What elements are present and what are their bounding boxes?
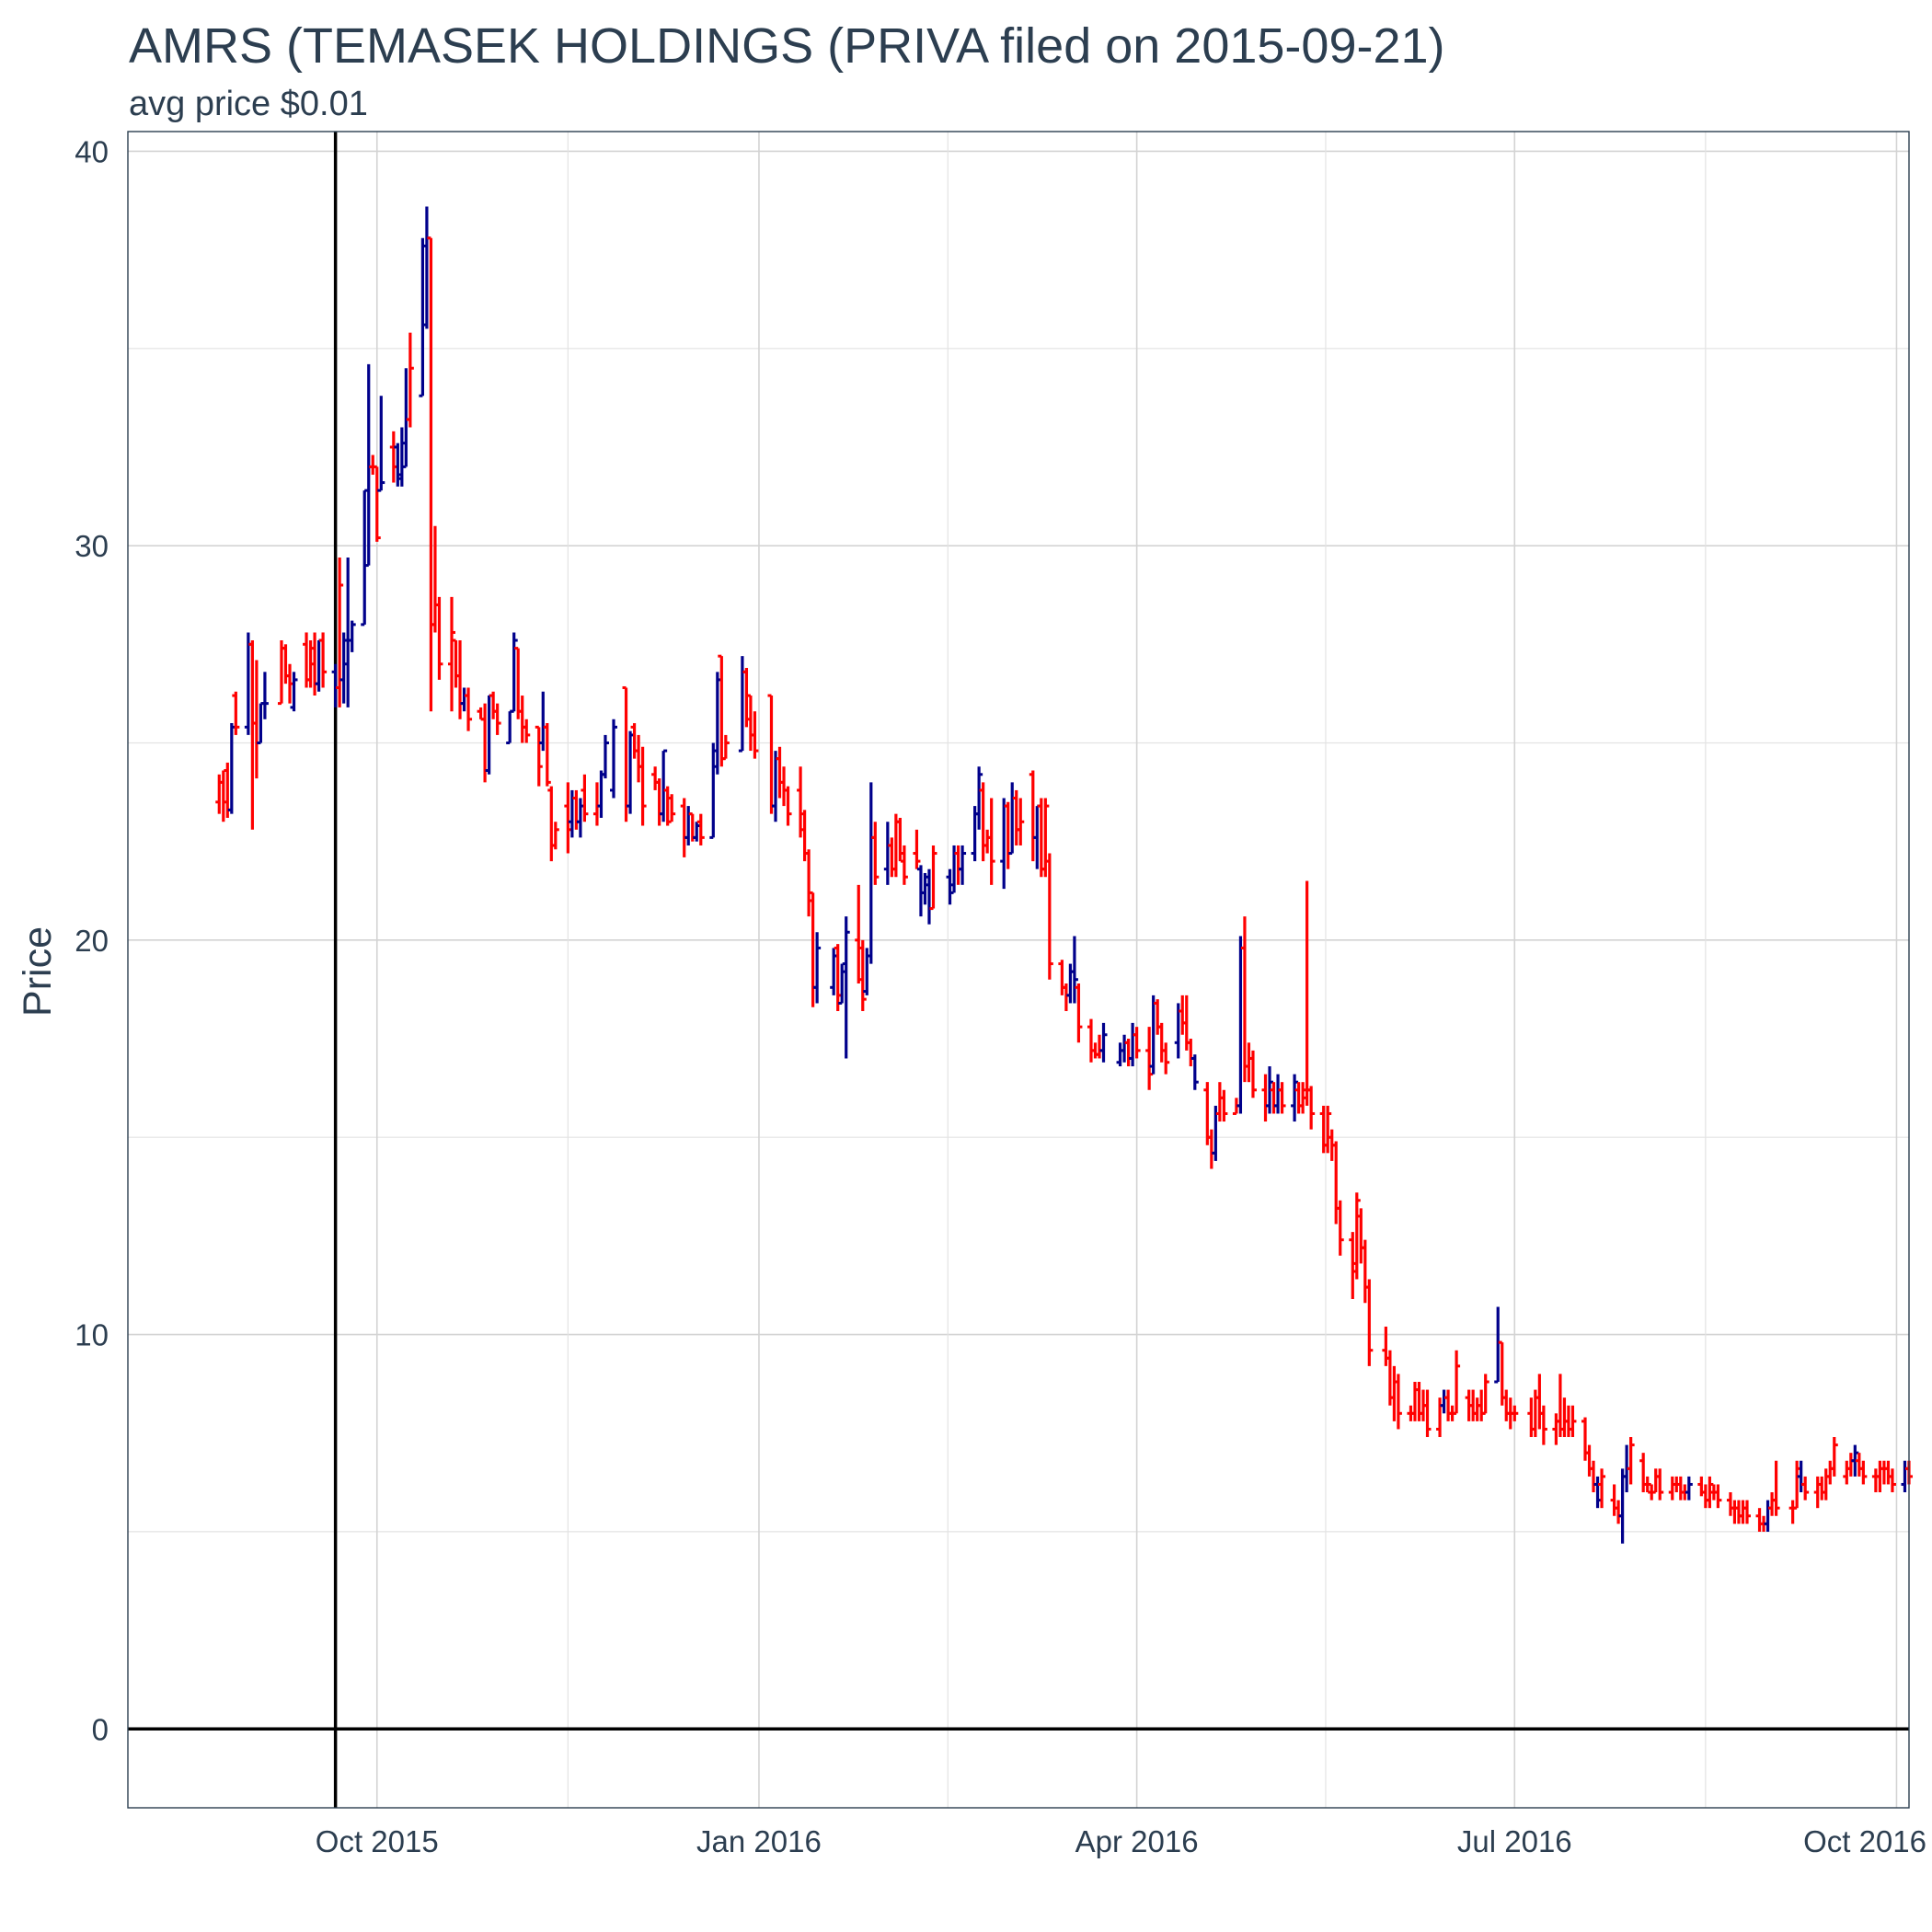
price-bar — [1627, 1437, 1635, 1485]
chart-subtitle: avg price $0.01 — [129, 85, 368, 123]
price-bar — [1278, 1082, 1286, 1114]
y-tick-label: 20 — [75, 924, 109, 958]
price-bar — [1888, 1468, 1896, 1493]
price-bar — [1801, 1476, 1810, 1501]
price-bar — [1324, 1105, 1332, 1154]
price-bar — [1453, 1350, 1461, 1415]
price-bar — [535, 725, 543, 787]
x-tick-label: Apr 2016 — [1075, 1824, 1199, 1858]
price-bar — [660, 749, 668, 822]
price-bar — [373, 465, 381, 542]
reference-lines — [128, 132, 1909, 1808]
price-bar — [1307, 1086, 1316, 1130]
price-bar — [465, 687, 473, 731]
price-bar — [1423, 1389, 1432, 1438]
price-bar — [1569, 1405, 1577, 1438]
price-bar — [1041, 798, 1050, 878]
price-bar — [1075, 983, 1083, 1043]
price-bar — [1045, 853, 1053, 980]
price-bars — [215, 206, 1913, 1544]
price-bar — [610, 719, 617, 799]
price-bar — [581, 774, 589, 822]
price-bar — [1365, 1279, 1374, 1366]
price-bar — [784, 786, 792, 826]
price-bar — [721, 734, 730, 761]
y-axis-ticks: 0 10 20 30 40 — [75, 134, 109, 1746]
price-bar — [1099, 1022, 1108, 1063]
price-bar — [1714, 1484, 1722, 1509]
y-tick-label: 30 — [75, 529, 109, 563]
y-tick-label: 10 — [75, 1318, 109, 1352]
price-bar — [751, 711, 759, 759]
price-bar — [543, 723, 551, 787]
price-bar — [1248, 1050, 1257, 1098]
price-bar — [1598, 1468, 1606, 1509]
x-tick-label: Oct 2016 — [1803, 1824, 1926, 1858]
price-bar — [842, 916, 850, 1059]
chart-title: AMRS (TEMASEK HOLDINGS (PRIVA filed on 2… — [129, 18, 1445, 74]
price-bar — [377, 396, 385, 492]
price-bar — [1220, 1089, 1228, 1122]
price-bar — [1656, 1468, 1664, 1501]
price-bar — [1190, 1054, 1199, 1090]
price-bar — [1743, 1500, 1751, 1524]
y-axis-label: Price — [16, 926, 60, 1017]
price-bar — [435, 596, 443, 680]
price-bar — [1539, 1405, 1547, 1445]
price-bar — [858, 939, 867, 1012]
price-bar — [1511, 1405, 1519, 1421]
price-bar — [493, 703, 501, 735]
x-tick-label: Oct 2015 — [316, 1824, 439, 1858]
price-bar — [959, 845, 967, 885]
price-bar — [1859, 1460, 1868, 1485]
price-bar — [871, 822, 880, 885]
price-bar — [1394, 1374, 1402, 1430]
x-tick-label: Jan 2016 — [696, 1824, 822, 1858]
price-bar — [1070, 936, 1078, 1004]
price-bar — [668, 794, 676, 822]
price-bar — [1772, 1460, 1780, 1516]
price-bar — [1017, 798, 1025, 845]
price-bar — [290, 672, 298, 712]
price-bar — [448, 596, 455, 712]
price-bar — [1685, 1476, 1693, 1501]
price-bar — [1133, 1027, 1141, 1059]
x-axis-ticks: Oct 2015 Jan 2016 Apr 2016 Jul 2016 Oct 2016 — [316, 1824, 1926, 1858]
y-tick-label: 0 — [92, 1712, 109, 1746]
x-tick-label: Jul 2016 — [1457, 1824, 1572, 1858]
price-bar — [913, 829, 921, 869]
price-bar — [406, 332, 414, 428]
price-bar — [638, 746, 647, 826]
price-bar — [1162, 1042, 1170, 1075]
price-bar — [900, 845, 908, 885]
y-tick-label: 40 — [75, 134, 109, 168]
price-bar — [1352, 1192, 1361, 1280]
price-bar — [1481, 1374, 1489, 1415]
price-bar — [813, 932, 822, 1004]
price-bar — [1336, 1200, 1344, 1256]
price-bar — [987, 798, 995, 885]
price-bar — [348, 620, 356, 652]
plot-panel-border — [127, 131, 1910, 1809]
price-bar — [336, 558, 344, 707]
price-bar — [523, 719, 531, 743]
price-bar — [929, 845, 937, 911]
price-bar — [319, 632, 328, 688]
price-bar — [551, 822, 559, 850]
price-bar — [260, 672, 269, 719]
price-bar — [1830, 1437, 1838, 1477]
price-bar — [510, 632, 518, 713]
price-bar — [696, 813, 705, 845]
price-bar — [975, 766, 983, 830]
price-bar — [232, 691, 240, 735]
price-bar — [601, 734, 609, 779]
